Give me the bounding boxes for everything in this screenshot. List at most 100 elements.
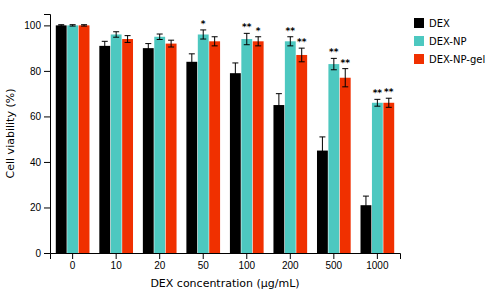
series xyxy=(67,25,383,253)
legend-item: DEX-NP-gel xyxy=(414,54,485,65)
bar xyxy=(56,25,67,253)
tick-mark xyxy=(44,162,50,163)
tick-mark xyxy=(290,253,291,259)
x-tick: 10 xyxy=(111,253,123,271)
tick-label: 80 xyxy=(30,66,42,77)
x-tick: 20 xyxy=(154,253,166,271)
tick-mark xyxy=(44,253,50,254)
chart: ****************010205010020050010000204… xyxy=(0,0,500,293)
legend-item: DEX-NP xyxy=(414,36,467,47)
error-bar xyxy=(168,40,174,47)
tick-mark xyxy=(246,253,247,259)
legend-swatch xyxy=(414,54,424,64)
legend-label: DEX-NP-gel xyxy=(429,54,485,65)
bar xyxy=(285,41,296,253)
tick-label: 1000 xyxy=(366,260,389,271)
x-tick: 50 xyxy=(198,253,210,271)
error-bar xyxy=(125,36,131,43)
bar xyxy=(67,25,78,253)
tick-label: 100 xyxy=(238,260,255,271)
y-tick: 100 xyxy=(24,20,50,31)
annotation: ** xyxy=(341,58,351,68)
bar xyxy=(340,78,351,253)
bar xyxy=(372,103,383,253)
bar xyxy=(111,34,122,253)
tick-mark xyxy=(44,71,50,72)
bar xyxy=(154,37,165,253)
marks xyxy=(56,25,394,253)
x-axis: 0 10 20 50 100 200 500 1000 xyxy=(51,253,401,271)
y-axis-title: Cell viability (%) xyxy=(4,89,17,179)
axis-domain xyxy=(51,254,401,260)
tick-label: 60 xyxy=(30,111,42,122)
legend: DEX DEX-NP DEX-NP-gel xyxy=(414,18,485,65)
annotation: ** xyxy=(384,87,394,97)
annotation: * xyxy=(256,26,261,36)
error-bar xyxy=(386,98,392,107)
bar xyxy=(186,62,197,253)
annotation: ** xyxy=(329,47,339,57)
error-bar xyxy=(70,25,76,26)
tick-label: 0 xyxy=(35,248,41,259)
bar xyxy=(198,34,209,253)
tick-mark xyxy=(44,116,50,117)
annotations: **************** xyxy=(201,19,394,98)
legend-swatch xyxy=(414,36,424,46)
y-tick: 20 xyxy=(30,202,50,213)
bar xyxy=(296,55,307,253)
y-tick: 80 xyxy=(30,66,50,77)
annotation: * xyxy=(201,19,206,29)
error-bar xyxy=(232,63,238,83)
tick-label: 40 xyxy=(30,157,42,168)
tick-label: 100 xyxy=(24,20,41,31)
x-tick: 500 xyxy=(325,253,342,271)
y-tick: 0 xyxy=(35,248,50,259)
bar xyxy=(317,151,328,253)
error-bar xyxy=(319,137,325,164)
x-tick: 200 xyxy=(282,253,299,271)
error-bar xyxy=(157,34,163,39)
axis-domain xyxy=(44,15,51,254)
tick-label: 50 xyxy=(198,260,210,271)
error-bar xyxy=(287,37,293,46)
bar xyxy=(99,46,110,253)
x-axis-title: DEX concentration (μg/mL) xyxy=(150,277,299,290)
series xyxy=(79,25,395,253)
bar xyxy=(122,39,133,253)
tick-label: 0 xyxy=(70,260,76,271)
bar xyxy=(230,73,241,253)
annotation: ** xyxy=(242,22,252,32)
plot: ****************010205010020050010000204… xyxy=(24,15,400,272)
error-bar xyxy=(102,41,108,50)
error-bar xyxy=(145,44,151,53)
tick-mark xyxy=(72,253,73,259)
error-bar xyxy=(255,37,261,46)
annotation: ** xyxy=(286,26,296,36)
bar xyxy=(143,48,154,253)
tick-mark xyxy=(116,253,117,259)
error-bar xyxy=(189,54,195,70)
tick-mark xyxy=(44,207,50,208)
error-bar xyxy=(244,33,250,44)
error-bar xyxy=(81,25,87,26)
error-bar xyxy=(374,99,380,106)
y-tick: 40 xyxy=(30,157,50,168)
series xyxy=(56,25,372,253)
tick-label: 500 xyxy=(325,260,342,271)
legend-label: DEX-NP xyxy=(429,36,467,47)
tick-label: 20 xyxy=(154,260,166,271)
error-bar xyxy=(299,48,305,62)
tick-label: 200 xyxy=(282,260,299,271)
annotation: ** xyxy=(373,88,383,98)
error-bar xyxy=(276,94,282,117)
tick-mark xyxy=(44,25,50,26)
x-tick: 1000 xyxy=(366,253,389,271)
x-tick: 0 xyxy=(70,253,76,271)
bar xyxy=(209,41,220,253)
legend-label: DEX xyxy=(429,18,450,29)
bar xyxy=(273,105,284,253)
annotation: ** xyxy=(297,37,307,47)
tick-mark xyxy=(159,253,160,259)
bar xyxy=(241,39,252,253)
tick-label: 20 xyxy=(30,202,42,213)
